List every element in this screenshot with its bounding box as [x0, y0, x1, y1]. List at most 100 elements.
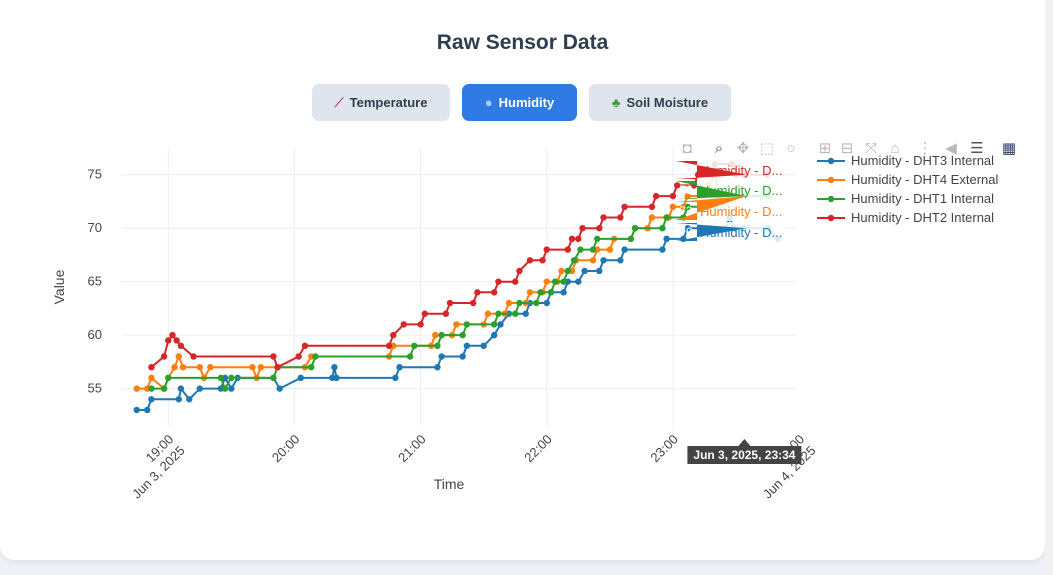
data-point	[171, 363, 178, 371]
data-point	[207, 363, 214, 371]
x-tick-label: 23:00	[647, 432, 681, 466]
lasso-icon[interactable]: ○	[786, 140, 796, 157]
x-axis-title: Time	[434, 476, 465, 492]
data-point	[659, 224, 666, 232]
y-tick-label: 60	[88, 327, 102, 342]
zoom-out-icon[interactable]: ⊟	[840, 140, 854, 157]
data-point	[512, 310, 519, 317]
data-point	[165, 374, 172, 382]
hover-label: 75 Humidity - D...	[676, 160, 785, 180]
data-point	[669, 192, 677, 200]
autoscale-icon[interactable]: ⤧	[864, 140, 877, 157]
tab-temperature[interactable]: ⟋ Temperature	[312, 84, 450, 121]
data-point	[432, 331, 439, 339]
legend-swatch-dot	[827, 157, 835, 165]
data-point	[537, 289, 544, 296]
data-point	[400, 321, 407, 328]
data-point	[560, 278, 567, 285]
data-point	[459, 353, 466, 360]
zoom-icon[interactable]: ⌕	[714, 140, 724, 157]
data-point	[270, 353, 277, 360]
hover-value-box	[676, 161, 747, 179]
data-point	[228, 385, 235, 392]
data-point	[421, 310, 429, 317]
data-point	[684, 224, 691, 232]
data-point	[417, 321, 424, 328]
data-point	[249, 363, 256, 371]
series-2	[148, 192, 771, 392]
seedling-icon: ♣	[611, 95, 621, 110]
data-point	[684, 203, 691, 211]
hover-label: 73 Humidity - D...	[676, 180, 785, 200]
hover-label: 70 Humidity - D...	[676, 222, 785, 242]
tab-soil-moisture[interactable]: ♣ Soil Moisture	[589, 84, 731, 121]
camera-icon[interactable]: ◘	[682, 140, 692, 157]
data-point	[434, 363, 441, 371]
spike-lines-icon[interactable]: ⋮	[917, 140, 933, 157]
data-point	[516, 267, 523, 275]
data-point	[490, 321, 498, 328]
data-point	[308, 363, 315, 371]
data-point	[596, 224, 603, 232]
data-point	[579, 224, 586, 232]
data-point	[312, 353, 319, 360]
data-point	[490, 289, 498, 296]
x-tick-label: 20:00	[269, 432, 303, 466]
tab-humidity-label: Humidity	[498, 95, 555, 110]
data-point	[543, 278, 550, 285]
data-point	[177, 342, 185, 350]
data-point	[600, 214, 607, 221]
data-point	[274, 363, 281, 371]
data-point	[469, 299, 477, 307]
x-tick-label: 22:00	[521, 432, 555, 466]
data-point	[495, 278, 502, 285]
series-0	[133, 214, 782, 414]
hover-closest-icon[interactable]: ◀	[945, 140, 957, 157]
data-point	[148, 374, 155, 382]
data-point	[547, 289, 555, 296]
data-point	[333, 374, 340, 382]
page-title: Raw Sensor Data	[436, 31, 609, 54]
pan-icon[interactable]: ✥	[736, 140, 750, 157]
data-point	[133, 406, 140, 414]
scrollbar[interactable]	[1045, 0, 1053, 575]
hover-value: 75	[679, 163, 693, 177]
data-point	[558, 267, 565, 275]
data-point	[480, 342, 487, 350]
data-point	[411, 342, 418, 350]
data-point	[396, 363, 403, 371]
data-point	[228, 374, 235, 382]
reset-axes-icon[interactable]: ⌂	[890, 140, 900, 157]
data-point	[175, 396, 182, 403]
legend-label: Humidity - DHT3 Internal	[851, 153, 994, 168]
data-point	[392, 374, 399, 382]
legend-swatch-dot	[827, 176, 835, 184]
tab-humidity[interactable]: ● Humidity	[462, 84, 577, 121]
data-point	[438, 331, 445, 339]
data-point	[648, 214, 656, 221]
hover-value-box	[676, 181, 747, 199]
data-point	[575, 235, 582, 243]
data-point	[533, 299, 540, 307]
data-point	[512, 278, 519, 285]
data-point	[173, 337, 180, 344]
y-axis-title: Value	[51, 269, 67, 304]
x-tick-label: 21:00	[395, 432, 429, 466]
hover-compare-icon[interactable]: ☰	[970, 140, 984, 157]
y-tick-label: 55	[88, 381, 102, 396]
data-point	[543, 299, 550, 307]
data-point	[522, 310, 529, 317]
data-point	[589, 257, 597, 264]
data-point	[594, 235, 601, 243]
data-point	[160, 353, 168, 360]
data-point	[331, 363, 338, 371]
data-point	[669, 203, 677, 211]
data-point	[564, 267, 571, 275]
box-select-icon[interactable]: ⬚	[759, 140, 775, 157]
data-point	[446, 299, 454, 307]
plotly-logo-icon[interactable]: ▦	[1001, 140, 1017, 157]
zoom-in-icon[interactable]: ⊞	[818, 140, 832, 157]
data-point	[196, 363, 204, 371]
